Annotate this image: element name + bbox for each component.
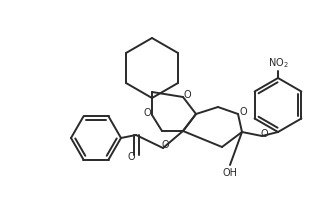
Text: OH: OH — [223, 168, 238, 178]
Text: O: O — [260, 129, 268, 139]
Text: O: O — [127, 152, 135, 162]
Text: O: O — [239, 107, 247, 117]
Text: O: O — [161, 140, 169, 150]
Text: NO$_2$: NO$_2$ — [268, 56, 288, 70]
Text: O: O — [183, 90, 191, 100]
Text: O: O — [143, 108, 151, 118]
